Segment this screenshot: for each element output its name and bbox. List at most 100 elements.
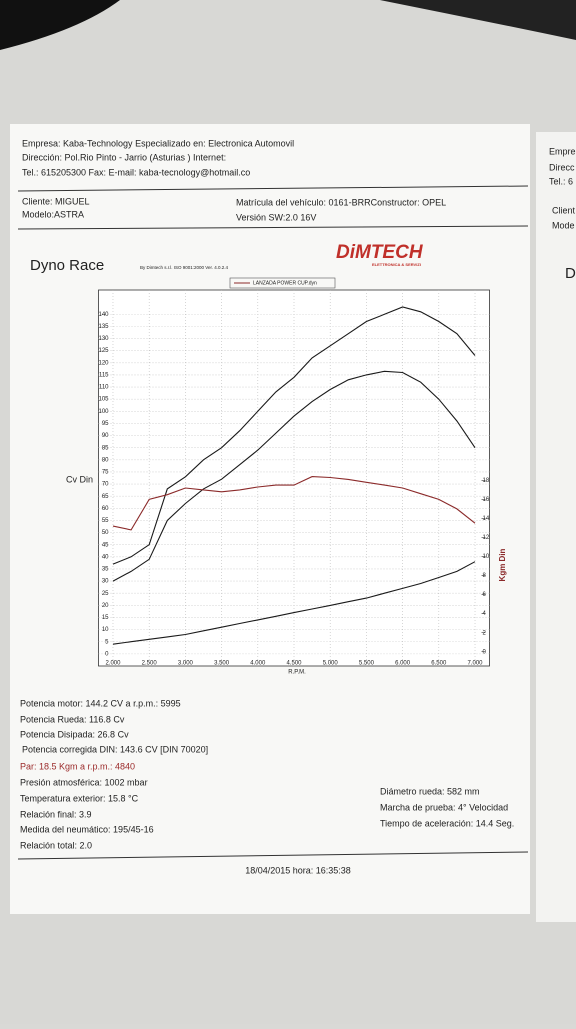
y2-tick-label: 4: [483, 611, 487, 617]
client-line: Versión SW:2.0 16V: [236, 212, 316, 222]
legend-label: LANZADA POWER CUP.dyn: [253, 280, 317, 286]
y-tick-label: 80: [102, 457, 109, 463]
y-tick-label: 105: [98, 397, 109, 403]
y-tick-label: 95: [102, 421, 109, 427]
header-line: Empresa: Kaba-Technology Especializado e…: [22, 138, 294, 148]
result: Potencia Disipada: 26.8 Cv: [20, 729, 129, 739]
y-tick-label: 85: [102, 445, 109, 451]
rule: [17, 225, 529, 230]
next-text: Direcc: [549, 162, 575, 172]
chart-title: Dyno Race: [30, 257, 104, 274]
y-tick-label: 140: [98, 312, 109, 318]
result: Medida del neumático: 195/45-16: [20, 824, 154, 834]
result: Potencia corregida DIN: 143.6 CV [DIN 70…: [22, 744, 208, 754]
y2-tick-label: 12: [483, 535, 490, 541]
dark-object: [380, 0, 576, 40]
x-tick-label: 2.500: [142, 661, 158, 667]
y-tick-label: 10: [102, 627, 109, 633]
y-tick-label: 5: [105, 639, 109, 645]
y-tick-label: 65: [102, 494, 109, 500]
header-line: Dirección: Pol.Rio Pinto - Jarrio (Astur…: [22, 152, 226, 162]
logo-sub: ELETTRONICA & SERVIZI: [372, 262, 421, 267]
next-text: Mode: [552, 220, 575, 230]
client-line: Matrícula del vehículo: 0161-BRRConstruc…: [236, 197, 446, 207]
series-line: [112, 476, 476, 531]
x-tick-label: 2.000: [105, 661, 121, 667]
y2-tick-label: 6: [483, 592, 487, 598]
x-tick-label: 3.500: [214, 661, 230, 667]
y2-tick-label: 2: [483, 630, 487, 636]
y2-tick-label: 10: [483, 554, 490, 560]
y-tick-label: 30: [102, 579, 109, 585]
result: Temperatura exterior: 15.8 °C: [20, 793, 139, 803]
y-tick-label: 100: [98, 409, 109, 415]
result: Potencia Rueda: 116.8 Cv: [20, 714, 125, 724]
y-tick-label: 70: [102, 482, 109, 488]
client-line: Cliente: MIGUEL: [22, 196, 90, 206]
plot: 0510152025303540455055606570758085909510…: [98, 289, 490, 667]
x-tick-label: 4.500: [286, 661, 302, 667]
y2-tick-label: 16: [483, 497, 490, 503]
result: Marcha de prueba: 4° Velocidad: [380, 802, 508, 812]
plot-frame: [98, 289, 490, 667]
x-tick-label: 6.500: [431, 661, 447, 667]
y-tick-label: 20: [102, 603, 109, 609]
y-tick-label: 110: [99, 385, 109, 391]
x-tick-label: 6.000: [395, 661, 411, 667]
x-axis-label: R.P.M.: [288, 670, 306, 676]
y-tick-label: 115: [99, 372, 109, 378]
y-tick-label: 125: [98, 348, 109, 354]
client-line: Modelo:ASTRA: [22, 209, 84, 219]
next-text: Empre: [549, 146, 576, 156]
y-tick-label: 0: [105, 651, 109, 657]
next-text: D: [565, 265, 576, 282]
y-tick-label: 35: [102, 567, 109, 573]
logo: DiMTECH: [336, 242, 424, 263]
y-tick-label: 135: [98, 324, 109, 330]
result: Relación total: 2.0: [20, 840, 92, 850]
result: Relación final: 3.9: [20, 809, 92, 819]
y-axis-label: Cv Din: [66, 474, 93, 484]
y-tick-label: 60: [102, 506, 109, 512]
y-tick-label: 50: [102, 530, 109, 536]
x-tick-label: 5.000: [323, 661, 339, 667]
series-line: [112, 370, 476, 582]
next-text: Client: [552, 205, 576, 215]
result: Diámetro rueda: 582 mm: [380, 786, 480, 796]
y-tick-label: 45: [102, 542, 109, 548]
y-tick-label: 15: [102, 615, 109, 621]
y2-tick-label: 18: [483, 478, 490, 484]
next-sheet: [536, 132, 576, 922]
rule: [17, 851, 529, 860]
result: Presión atmosférica: 1002 mbar: [20, 777, 148, 787]
y-tick-label: 55: [102, 518, 109, 524]
y-tick-label: 25: [102, 591, 109, 597]
y-tick-label: 75: [102, 470, 109, 476]
series-line: [112, 561, 476, 645]
y2-tick-label: 14: [483, 516, 490, 522]
y2-tick-label: 8: [483, 573, 487, 579]
x-tick-label: 7.000: [468, 661, 484, 667]
result: Tiempo de aceleración: 14.4 Seg.: [380, 818, 514, 828]
y2-axis-label: Kgm Din: [498, 548, 507, 581]
x-tick-label: 4.000: [250, 661, 266, 667]
y-tick-label: 90: [102, 433, 109, 439]
software: By Dimtech s.r.l. ISO 9001:2000 Ver. 4.0…: [140, 265, 229, 270]
footer-datetime: 18/04/2015 hora: 16:35:38: [245, 865, 351, 875]
x-tick-label: 3.000: [178, 661, 194, 667]
rule: [17, 185, 529, 192]
y-tick-label: 40: [102, 554, 109, 560]
series-line: [112, 306, 476, 565]
result: Potencia motor: 144.2 CV a r.p.m.: 5995: [20, 698, 181, 708]
y-tick-label: 120: [98, 360, 109, 366]
header-line: Tel.: 615205300 Fax: E-mail: kaba-tecnol…: [22, 167, 250, 177]
result: Par: 18.5 Kgm a r.p.m.: 4840: [20, 761, 135, 771]
x-tick-label: 5.500: [359, 661, 375, 667]
dark-object: [0, 0, 120, 50]
next-text: Tel.: 6: [549, 176, 573, 186]
y-tick-label: 130: [98, 336, 109, 342]
y2-tick-label: 0: [483, 649, 487, 655]
legend-box: [229, 277, 336, 289]
